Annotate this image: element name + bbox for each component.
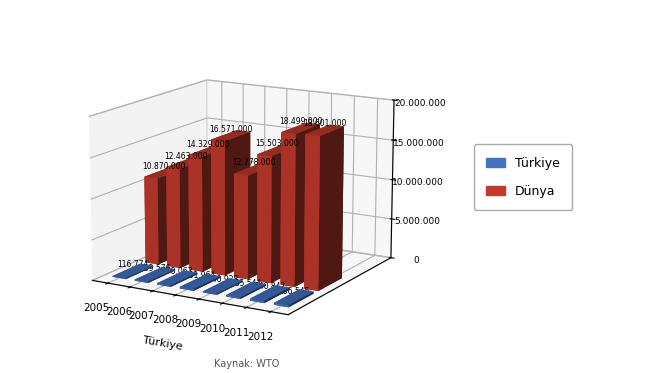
X-axis label: Türkiye: Türkiye [142,335,184,351]
Text: Kaynak: WTO: Kaynak: WTO [214,359,279,369]
Legend: Türkiye, Dünya: Türkiye, Dünya [474,144,572,210]
